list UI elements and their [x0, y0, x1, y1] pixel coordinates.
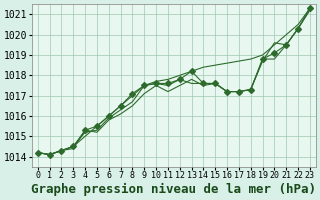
X-axis label: Graphe pression niveau de la mer (hPa): Graphe pression niveau de la mer (hPa)	[31, 183, 316, 196]
